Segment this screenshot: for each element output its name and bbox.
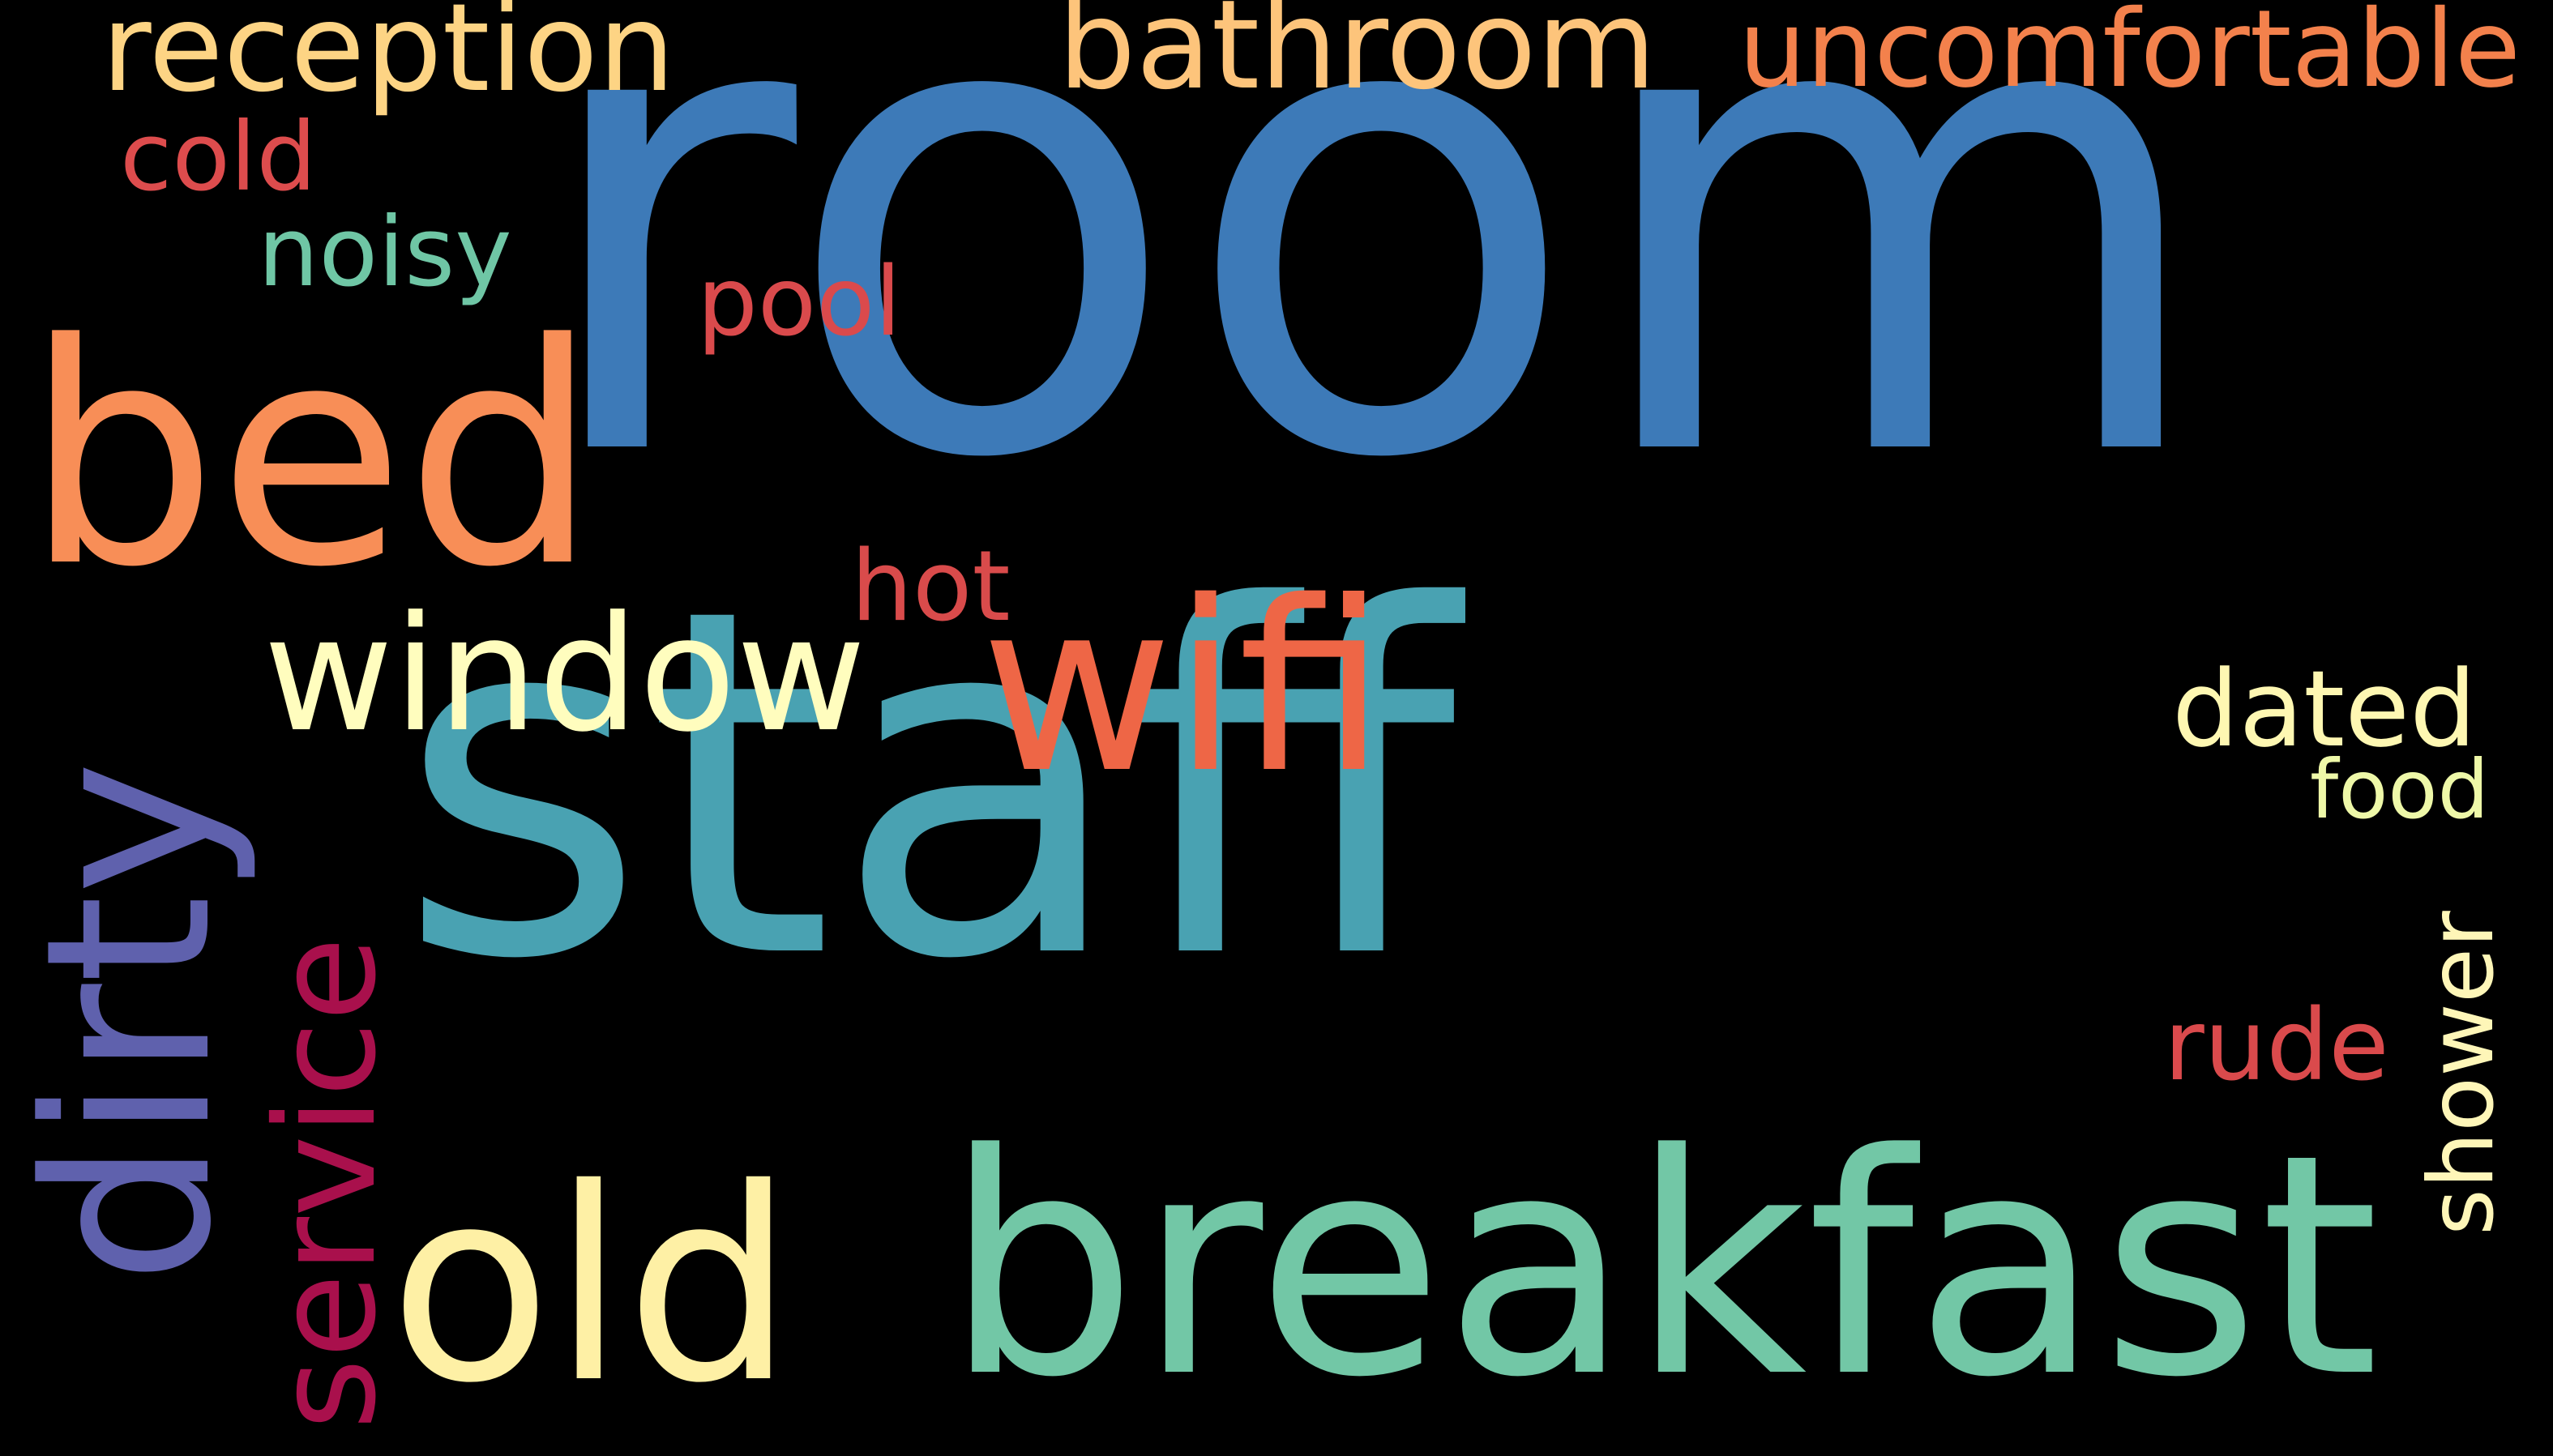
word-food: food [2310,742,2490,837]
word-rude: rude [2164,988,2389,1103]
word-noisy: noisy [258,197,512,309]
word-shower: shower [2410,911,2514,1236]
word-old: old [389,1133,795,1441]
word-wifi: wifi [981,552,1387,825]
word-bed: bed [24,279,599,634]
word-hot: hot [851,531,1011,643]
word-dirty: dirty [0,760,262,1284]
word-staff: staff [397,507,1456,1064]
word-uncomfortable: uncomfortable [1738,0,2521,112]
word-room: room [528,0,2217,600]
word-reception: reception [101,0,675,119]
word-pool: pool [697,246,902,357]
word-dated: dated [2172,647,2477,771]
word-breakfast: breakfast [944,1089,2380,1444]
word-service: service [246,937,407,1430]
word-window: window [263,583,866,767]
word-bathroom: bathroom [1058,0,1657,117]
word-cold: cold [120,101,317,212]
